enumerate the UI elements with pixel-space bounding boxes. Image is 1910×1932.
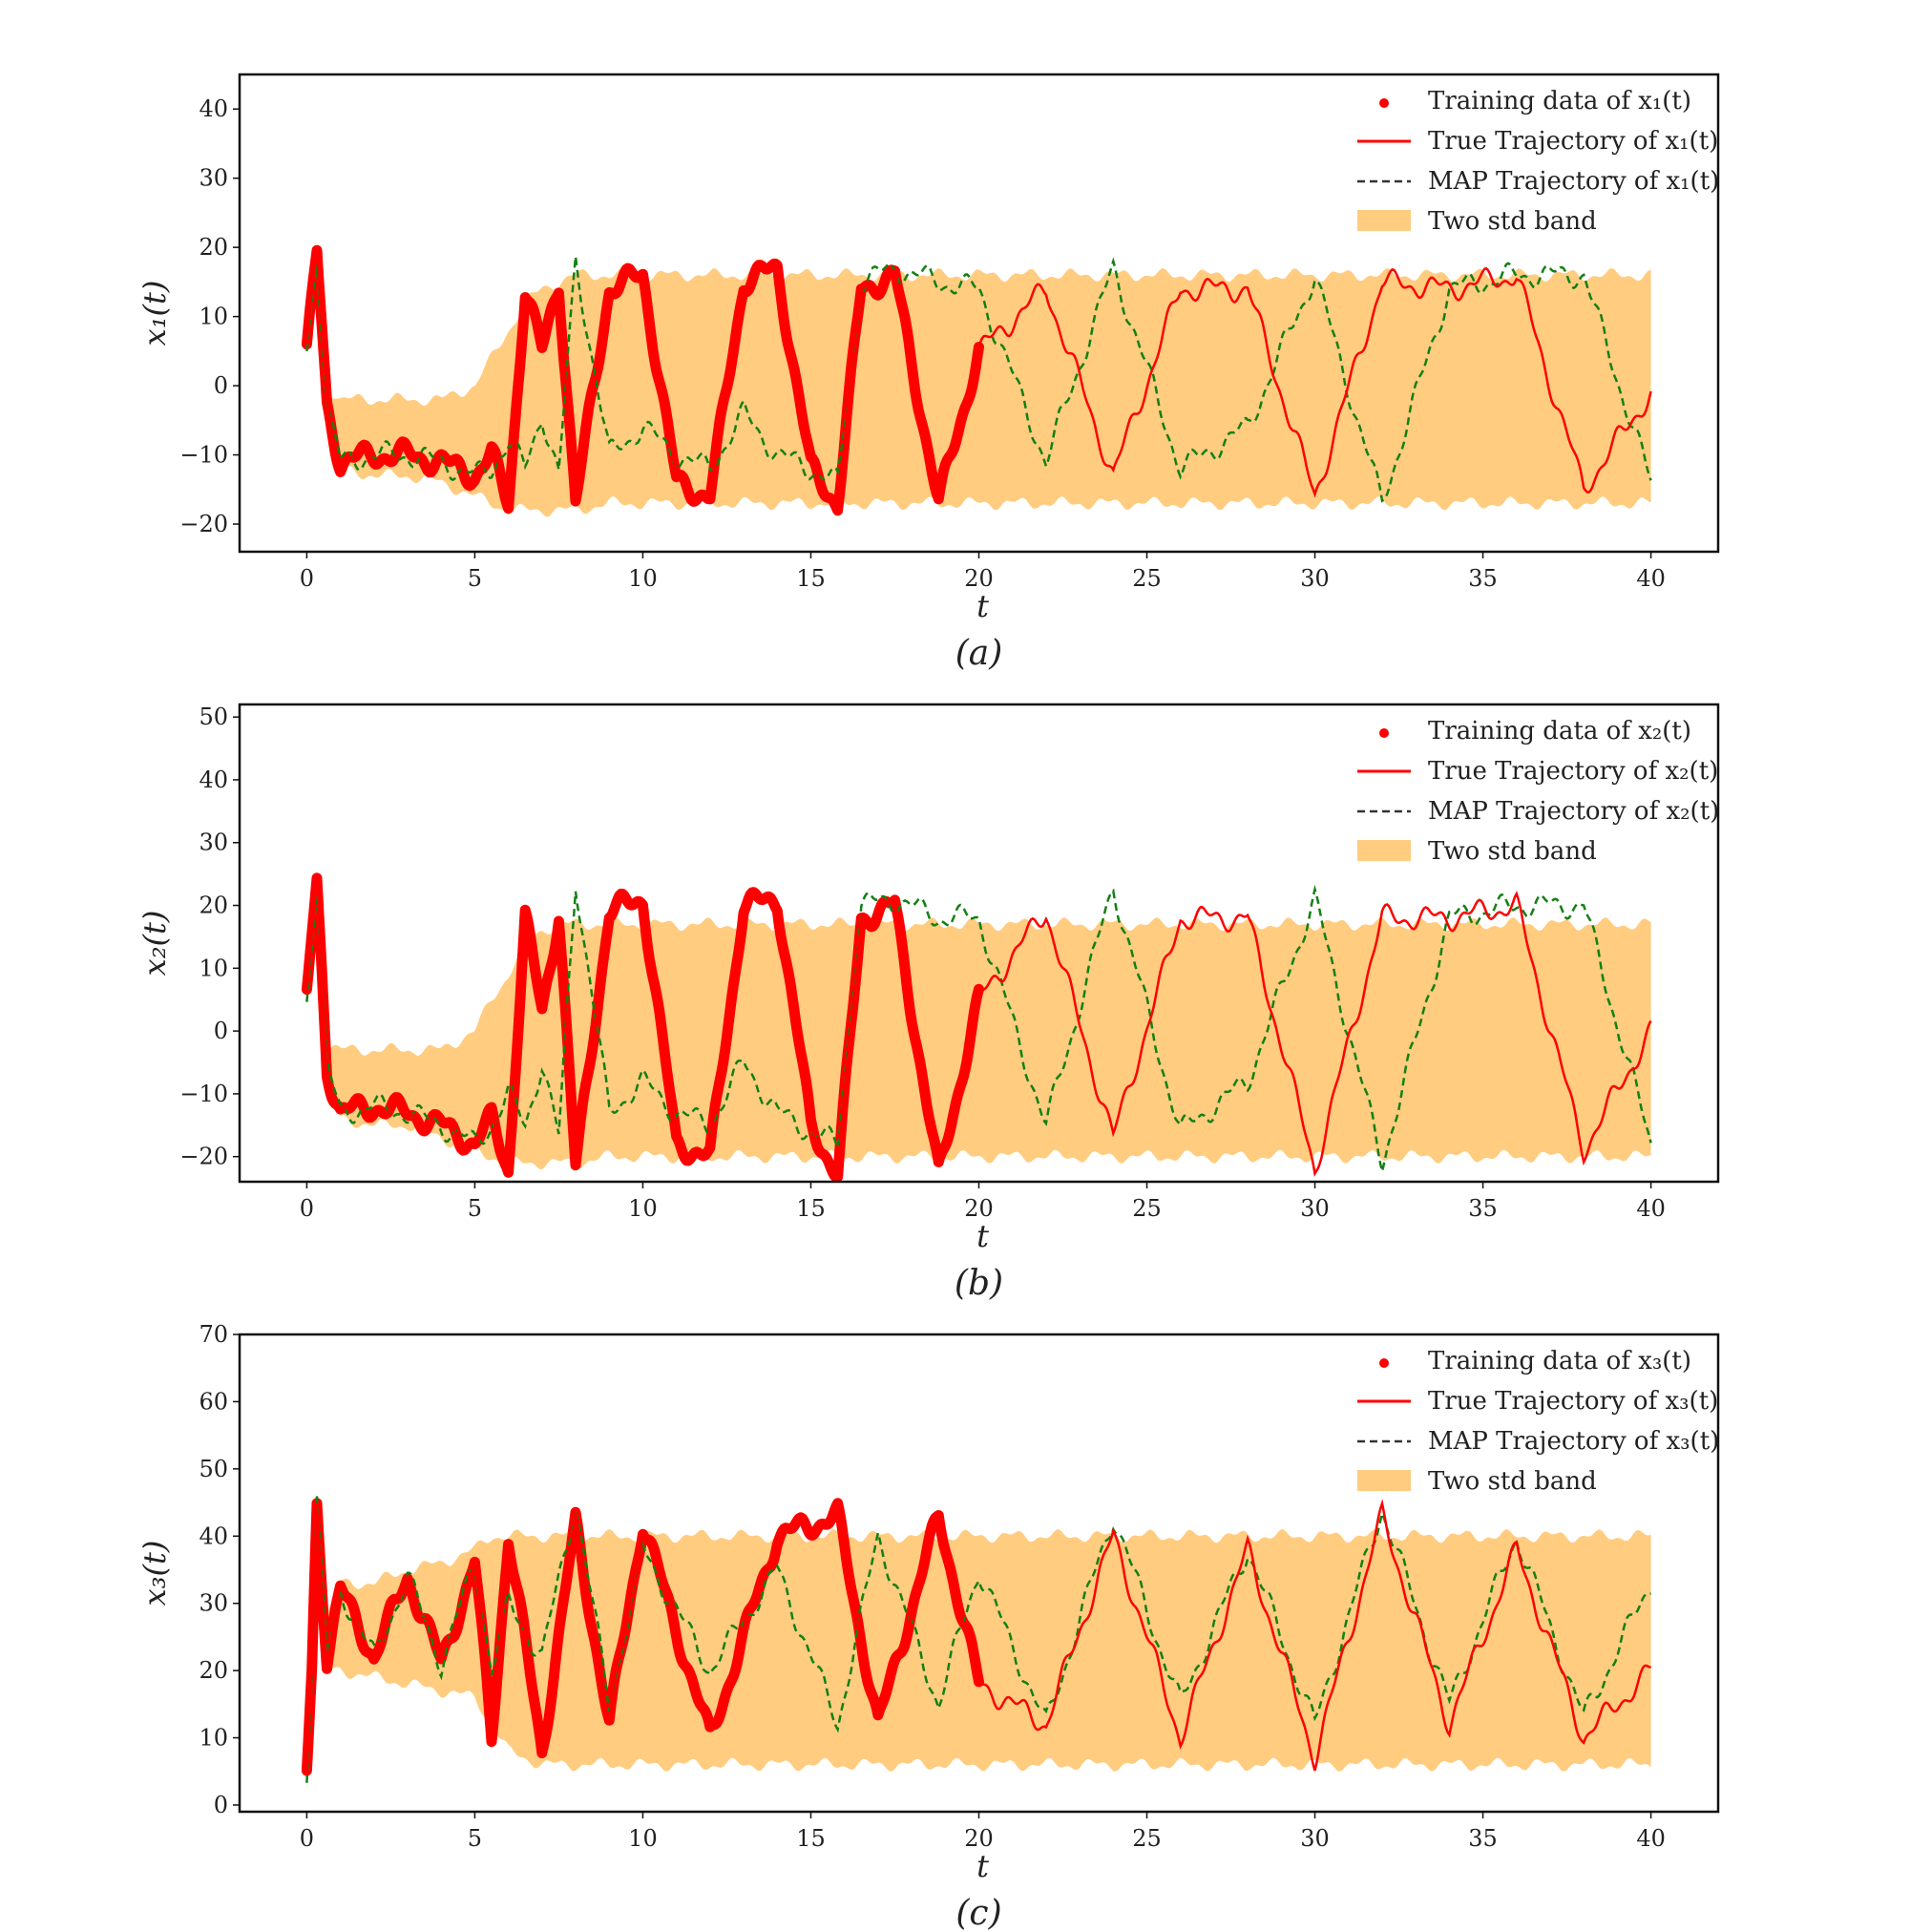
y-tick-label: 20 xyxy=(199,234,228,261)
x-axis-label: t xyxy=(976,588,989,624)
two-std-band xyxy=(306,246,1651,517)
legend-label: True Trajectory of x₁(t) xyxy=(1428,127,1718,156)
x-tick-label: 30 xyxy=(1300,1195,1330,1222)
y-tick-label: 40 xyxy=(199,766,228,793)
x-tick-label: 20 xyxy=(964,565,994,592)
x-tick-label: 20 xyxy=(964,1825,994,1852)
x-tick-label: 30 xyxy=(1300,1825,1330,1852)
map-trajectory-line xyxy=(305,256,1652,503)
panel-caption: (b) xyxy=(955,1264,1003,1303)
x-tick-label: 0 xyxy=(300,1825,314,1852)
legend-label: MAP Trajectory of x₁(t) xyxy=(1428,167,1719,196)
true-trajectory-line xyxy=(305,877,1652,1179)
legend-label: MAP Trajectory of x₃(t) xyxy=(1428,1427,1719,1456)
x-tick-label: 15 xyxy=(796,1195,826,1222)
y-tick-label: 50 xyxy=(199,704,228,730)
legend-band-patch xyxy=(1357,1470,1411,1491)
y-tick-label: 0 xyxy=(214,372,228,399)
legend-label: Two std band xyxy=(1428,837,1597,866)
x-tick-label: 40 xyxy=(1636,565,1666,592)
legend: Training data of x₂(t) True Trajectory of… xyxy=(1357,717,1719,866)
x-tick-label: 15 xyxy=(796,1825,826,1852)
panel-caption: (c) xyxy=(955,1894,1001,1932)
y-tick-label: 30 xyxy=(199,830,228,856)
legend-label: True Trajectory of x₂(t) xyxy=(1428,757,1718,786)
y-tick-label: 20 xyxy=(199,1657,228,1684)
y-tick-label: 30 xyxy=(199,1590,228,1617)
legend: Training data of x₁(t) True Trajectory of… xyxy=(1357,87,1719,236)
y-tick-label: −20 xyxy=(179,511,228,537)
y-tick-label: 70 xyxy=(199,1321,228,1348)
y-tick-label: 0 xyxy=(214,1792,228,1818)
true-trajectory-line xyxy=(305,250,1652,515)
x-tick-label: 40 xyxy=(1636,1195,1666,1222)
legend-training-marker xyxy=(1379,98,1389,108)
legend-label: Training data of x₁(t) xyxy=(1428,87,1691,116)
y-tick-label: 10 xyxy=(199,1725,228,1752)
legend-band-patch xyxy=(1357,210,1411,231)
y-tick-label: −10 xyxy=(179,1081,228,1107)
x-tick-label: 25 xyxy=(1132,1825,1162,1852)
plot-area xyxy=(301,244,1652,517)
y-tick-label: 40 xyxy=(199,1522,228,1549)
y-axis-label: x₃(t) xyxy=(136,1541,173,1606)
legend-label: Two std band xyxy=(1428,1467,1597,1496)
x-tick-label: 0 xyxy=(300,1195,314,1222)
x-tick-label: 15 xyxy=(796,565,826,592)
y-tick-label: 50 xyxy=(199,1456,228,1482)
y-tick-label: 0 xyxy=(214,1018,228,1044)
plot-area xyxy=(301,1496,1651,1783)
legend: Training data of x₃(t) True Trajectory of… xyxy=(1357,1347,1719,1496)
legend-band-patch xyxy=(1357,840,1411,861)
legend-label: MAP Trajectory of x₂(t) xyxy=(1428,797,1719,826)
chart-panel-1: 0 5 10 15 20 25 30 35 40 −20 −10 0 10 20 30 40 t x₁(t) (a)… xyxy=(136,73,1719,673)
x-tick-label: 5 xyxy=(468,1195,482,1222)
legend-training-marker xyxy=(1379,728,1389,738)
x-tick-label: 35 xyxy=(1468,1825,1498,1852)
y-tick-label: 40 xyxy=(199,95,228,122)
x-tick-label: 0 xyxy=(300,565,314,592)
y-tick-label: 10 xyxy=(199,955,228,981)
x-tick-label: 10 xyxy=(628,1825,658,1852)
y-tick-label: 10 xyxy=(199,304,228,330)
legend-label: True Trajectory of x₃(t) xyxy=(1428,1387,1718,1416)
legend-label: Training data of x₃(t) xyxy=(1428,1347,1691,1376)
y-tick-label: −20 xyxy=(179,1144,228,1170)
x-tick-label: 25 xyxy=(1132,1195,1162,1222)
y-tick-label: 60 xyxy=(199,1388,228,1415)
y-axis-label: x₂(t) xyxy=(136,911,173,976)
x-tick-label: 30 xyxy=(1300,565,1330,592)
y-tick-label: 30 xyxy=(199,165,228,192)
chart-panel-3: 0 5 10 15 20 25 30 35 40 0 10 20 30 40 50 60 70 t x₃(t) (c)… xyxy=(136,1321,1719,1932)
two-std-band xyxy=(306,1501,1651,1783)
x-tick-label: 25 xyxy=(1132,565,1162,592)
y-axis-label: x₁(t) xyxy=(136,281,173,346)
x-tick-label: 40 xyxy=(1636,1825,1666,1852)
x-tick-label: 10 xyxy=(628,1195,658,1222)
legend-training-marker xyxy=(1379,1358,1389,1368)
legend-label: Two std band xyxy=(1428,207,1597,236)
chart-panel-2: 0 5 10 15 20 25 30 35 40 −20 −10 0 10 20 30 40 50 t x₂(t) (… xyxy=(136,703,1719,1303)
plot-area xyxy=(301,872,1652,1182)
x-tick-label: 5 xyxy=(468,565,482,592)
x-tick-label: 35 xyxy=(1468,565,1498,592)
legend-label: Training data of x₂(t) xyxy=(1428,717,1691,746)
x-tick-label: 20 xyxy=(964,1195,994,1222)
x-tick-label: 35 xyxy=(1468,1195,1498,1222)
x-tick-label: 10 xyxy=(628,565,658,592)
x-axis-label: t xyxy=(976,1218,989,1254)
panel-caption: (a) xyxy=(955,634,1003,673)
map-trajectory-line xyxy=(305,884,1652,1172)
x-tick-label: 5 xyxy=(468,1825,482,1852)
y-tick-label: −10 xyxy=(179,442,228,469)
x-axis-label: t xyxy=(976,1848,989,1884)
y-tick-label: 20 xyxy=(199,892,228,919)
true-trajectory-line xyxy=(305,1499,1651,1772)
